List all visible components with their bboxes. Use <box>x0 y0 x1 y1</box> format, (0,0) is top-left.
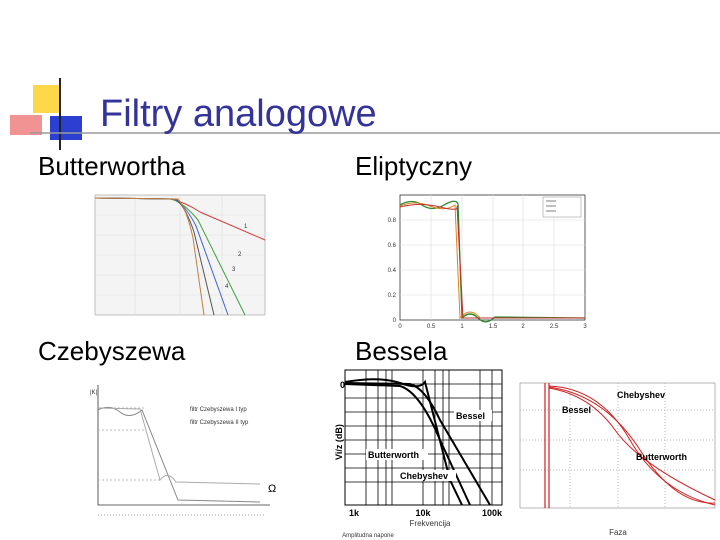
x-tick-label: 100k <box>482 508 503 518</box>
bessel-phase-figure: Chebyshev Bessel Butterworth Faza <box>519 382 716 537</box>
panel-label: Butterwortha <box>38 151 186 181</box>
curve-label: Chebyshev <box>400 471 448 481</box>
caption: Amplitudna napone <box>342 533 394 539</box>
curve-label: Butterworth <box>368 450 419 460</box>
curve-label: Chebyshev <box>617 390 665 400</box>
x-axis-label: Frekvencija <box>410 519 451 528</box>
y-tick-label: 0.4 <box>388 268 397 274</box>
x-tick-label: 0.5 <box>427 324 436 330</box>
curve-label: 4 <box>225 284 229 290</box>
panel-label: Bessela <box>355 336 448 366</box>
bessel-amplitude-figure: Bessel Butterworth Chebyshev 0 Vi/z (dB)… <box>334 369 503 539</box>
curve-label: Butterworth <box>636 452 687 462</box>
curve-label: 3 <box>232 267 236 273</box>
x-tick-label: 3 <box>583 324 587 330</box>
decor-red <box>10 115 42 135</box>
x-axis-label: Faza <box>609 528 627 537</box>
legend-entry: filtr Czebyszewa I typ <box>190 407 247 413</box>
y-tick-label: 0.8 <box>388 218 397 224</box>
x-tick-label: 10k <box>415 508 431 518</box>
x-tick-label: 0 <box>398 324 402 330</box>
title: Filtry analogowe <box>100 93 377 135</box>
panel-label: Eliptyczny <box>355 151 472 181</box>
decor-blue <box>50 116 82 140</box>
x-tick-label: 1.5 <box>489 324 498 330</box>
x-axis-label: Ω <box>268 483 276 495</box>
y-tick-label: 0.6 <box>388 243 397 249</box>
x-tick-label: 1 <box>460 324 464 330</box>
curve-label: 1 <box>244 224 248 230</box>
curve-label: Bessel <box>456 411 485 421</box>
curve-label: Bessel <box>562 405 591 415</box>
butterworth-figure: 1 2 3 4 <box>94 194 266 316</box>
y-tick-label: 0 <box>340 380 345 390</box>
elliptic-figure: 0 0.2 0.4 0.6 0.8 0 0.5 1 1.5 2 2.5 3 <box>388 194 587 330</box>
y-tick-label: 0 <box>393 318 397 324</box>
x-tick-label: 2 <box>521 324 525 330</box>
curve-label: 2 <box>238 252 242 258</box>
decor-yellow <box>33 85 60 113</box>
panel-label: Czebyszewa <box>38 336 186 366</box>
x-tick-label: 2.5 <box>550 324 559 330</box>
y-tick-label: 0.2 <box>388 293 397 299</box>
y-axis-label: |K| <box>90 390 98 396</box>
x-tick-label: 1k <box>349 508 360 518</box>
chebyshev-figure: |K| Ω filtr Czebyszewa I typ filtr Czeby… <box>90 385 276 516</box>
legend-entry: filtr Czebyszewa II typ <box>190 420 249 426</box>
y-axis-label: Vi/z (dB) <box>334 424 344 460</box>
